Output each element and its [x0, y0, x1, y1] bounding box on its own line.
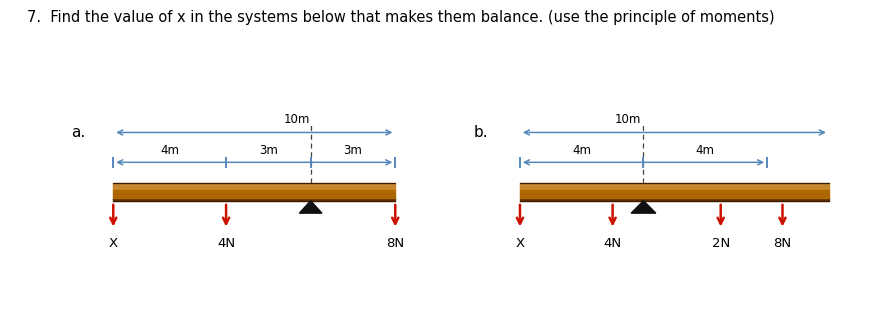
- Polygon shape: [631, 201, 655, 213]
- Text: 4m: 4m: [160, 144, 179, 157]
- Text: 3m: 3m: [259, 144, 278, 157]
- Text: a.: a.: [71, 125, 85, 140]
- Text: 8N: 8N: [773, 237, 791, 250]
- Text: b.: b.: [473, 125, 488, 140]
- Text: 4N: 4N: [604, 237, 622, 250]
- Text: X: X: [515, 237, 524, 250]
- Text: 4m: 4m: [572, 144, 591, 157]
- Text: 7.  Find the value of x in the systems below that makes them balance. (use the p: 7. Find the value of x in the systems be…: [27, 10, 774, 25]
- Text: 4m: 4m: [696, 144, 714, 157]
- Text: 10m: 10m: [283, 113, 310, 126]
- Text: X: X: [109, 237, 118, 250]
- Polygon shape: [299, 201, 322, 213]
- Text: 4N: 4N: [217, 237, 235, 250]
- Text: 3m: 3m: [344, 144, 363, 157]
- Text: 10m: 10m: [615, 113, 641, 126]
- Text: 2N: 2N: [712, 237, 730, 250]
- Text: 8N: 8N: [386, 237, 405, 250]
